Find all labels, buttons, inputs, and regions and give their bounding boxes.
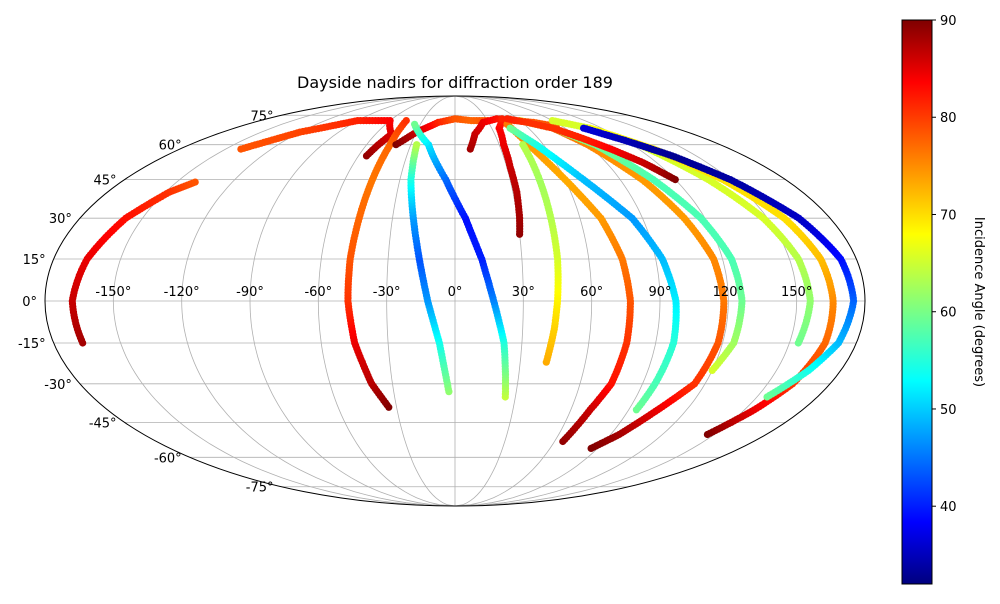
lon-tick-label: 0°	[448, 285, 463, 300]
colorbar-label: Incidence Angle (degrees)	[971, 217, 986, 387]
nadir-track	[506, 124, 680, 414]
lon-tick-label: -90°	[236, 285, 264, 300]
nadir-point	[506, 124, 514, 132]
lat-tick-label: -30°	[44, 378, 72, 393]
lat-tick-label: -15°	[18, 337, 46, 352]
colorbar-tick-label: 50	[940, 403, 957, 418]
lon-tick-label: 60°	[580, 285, 603, 300]
colorbar-tick-label: 70	[940, 208, 957, 223]
nadir-point	[191, 178, 199, 186]
lat-tick-label: 45°	[94, 174, 117, 189]
lat-tick-label: 60°	[159, 139, 182, 154]
colorbar-gradient	[901, 19, 933, 585]
lat-tick-label: 15°	[23, 253, 46, 268]
lon-tick-label: -30°	[373, 285, 401, 300]
nadir-track	[580, 124, 858, 401]
nadir-track	[503, 115, 679, 184]
nadir-track	[237, 117, 396, 160]
nadir-point	[411, 120, 419, 128]
nadir-track	[407, 141, 453, 396]
nadir-point	[519, 141, 527, 149]
lon-tick-label: 30°	[512, 285, 535, 300]
colorbar-tick-label: 60	[940, 306, 957, 321]
nadir-track	[68, 178, 199, 347]
lon-tick-label: -150°	[95, 285, 131, 300]
longitude-tick-labels: -150° -120° -90° -60° -30° 0° 30° 60° 90° 120° 150…	[95, 285, 812, 300]
colorbar-tick-label: 80	[940, 111, 957, 126]
colorbar: 40 50 60 70 80 90 Incidence Angle (degrees)	[901, 14, 986, 585]
lon-tick-label: -60°	[304, 285, 332, 300]
lon-tick-label: 150°	[781, 285, 812, 300]
nadir-track	[411, 120, 510, 401]
lat-tick-label: -45°	[89, 416, 117, 431]
nadir-point	[402, 117, 410, 125]
nadir-track	[503, 120, 635, 446]
nadir-track	[344, 117, 410, 411]
lat-tick-label: -60°	[154, 451, 182, 466]
lat-tick-label: 0°	[22, 295, 37, 310]
lon-tick-label: 90°	[648, 285, 671, 300]
nadir-track	[495, 115, 524, 238]
colorbar-ticks: 40 50 60 70 80 90	[932, 14, 957, 515]
nadir-track	[548, 117, 814, 347]
lon-tick-label: -120°	[164, 285, 200, 300]
nadir-tracks	[68, 115, 858, 452]
lat-tick-label: 30°	[49, 212, 72, 227]
colorbar-tick-label: 90	[940, 14, 957, 29]
nadir-point	[503, 115, 511, 123]
nadir-point	[580, 124, 588, 132]
lon-tick-label: 120°	[713, 285, 744, 300]
nadir-point	[548, 117, 556, 125]
nadir-point	[237, 145, 245, 153]
lat-tick-label: 75°	[250, 109, 273, 124]
nadir-track	[519, 141, 562, 366]
map-boundary	[44, 95, 866, 507]
nadir-point	[413, 141, 421, 149]
nadir-point	[498, 115, 506, 123]
latitude-tick-labels: 75° 60° 45° 30° 15° 0° -15° -30° -45° -60° -75°	[18, 109, 274, 495]
graticule	[45, 96, 865, 506]
lat-tick-label: -75°	[246, 481, 274, 496]
colorbar-tick-label: 40	[940, 500, 957, 515]
chart-title: Dayside nadirs for diffraction order 189	[297, 73, 613, 92]
